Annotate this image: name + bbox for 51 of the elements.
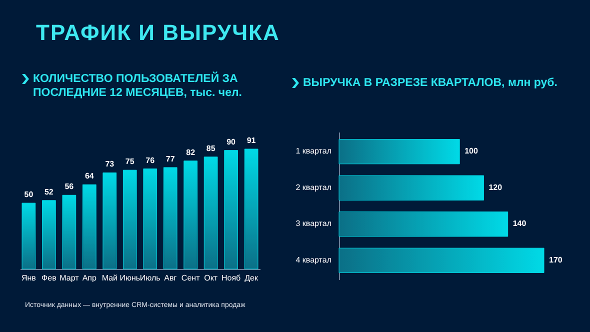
data-label: 85 <box>206 144 216 153</box>
bar <box>143 168 158 270</box>
data-label: 56 <box>64 182 74 192</box>
bar <box>338 248 544 273</box>
bar <box>102 172 117 270</box>
bar <box>122 170 137 270</box>
data-label: 90 <box>226 137 236 146</box>
x-tick-label: Янв <box>21 274 36 282</box>
data-label: 50 <box>24 190 34 200</box>
chart-subtitle: КОЛИЧЕСТВО ПОЛЬЗОВАТЕЛЕЙ ЗА ПОСЛЕДНИЕ 12 МЕСЯЦЕВ, тыс. чел. <box>33 73 242 99</box>
bar <box>338 139 460 164</box>
x-tick-label: Фев <box>42 274 56 282</box>
data-label: 140 <box>512 219 527 228</box>
x-tick-label: Окт <box>204 274 218 282</box>
y-tick-label: 1 квартал <box>296 146 332 156</box>
chart-title: ТРАФИК И ВЫРУЧКА <box>36 20 280 46</box>
data-label: 170 <box>549 255 563 264</box>
data-label: 64 <box>84 172 94 181</box>
y-tick-label: 4 квартал <box>296 255 332 264</box>
data-label: 76 <box>146 156 156 165</box>
bar <box>82 184 96 270</box>
data-label: 77 <box>166 154 176 164</box>
bar <box>22 202 36 270</box>
bar <box>62 194 76 270</box>
x-tick-label: Июль <box>140 274 160 282</box>
bar <box>163 167 178 270</box>
data-label: 100 <box>464 146 478 156</box>
y-tick-label: 2 квартал <box>296 182 332 192</box>
bar <box>204 156 218 270</box>
data-label: 91 <box>246 136 256 145</box>
bar <box>338 175 484 200</box>
data-label: 52 <box>44 187 54 196</box>
y-tick-label: 3 квартал <box>296 219 332 228</box>
x-tick-label: Июнь <box>120 274 140 282</box>
data-label: 73 <box>105 160 115 169</box>
x-tick-label: Май <box>102 274 118 282</box>
x-tick-label: Сент <box>181 274 200 282</box>
chart-title: ВЫРУЧКА В РАЗРЕЗЕ КВАРТАЛОВ, млн руб. <box>303 77 558 89</box>
x-tick-label: Нояб <box>221 274 242 282</box>
bar <box>338 212 508 237</box>
bar <box>42 200 56 270</box>
bar <box>244 148 258 270</box>
x-tick-label: Март <box>60 274 80 282</box>
data-label: 120 <box>488 182 503 192</box>
data-label: 82 <box>186 148 196 157</box>
x-tick-label: Дек <box>244 274 258 282</box>
bar <box>224 150 238 270</box>
x-tick-label: Авг <box>164 274 177 282</box>
bar <box>184 160 198 270</box>
data-label: 75 <box>125 157 135 166</box>
x-tick-label: Апр <box>82 274 98 282</box>
